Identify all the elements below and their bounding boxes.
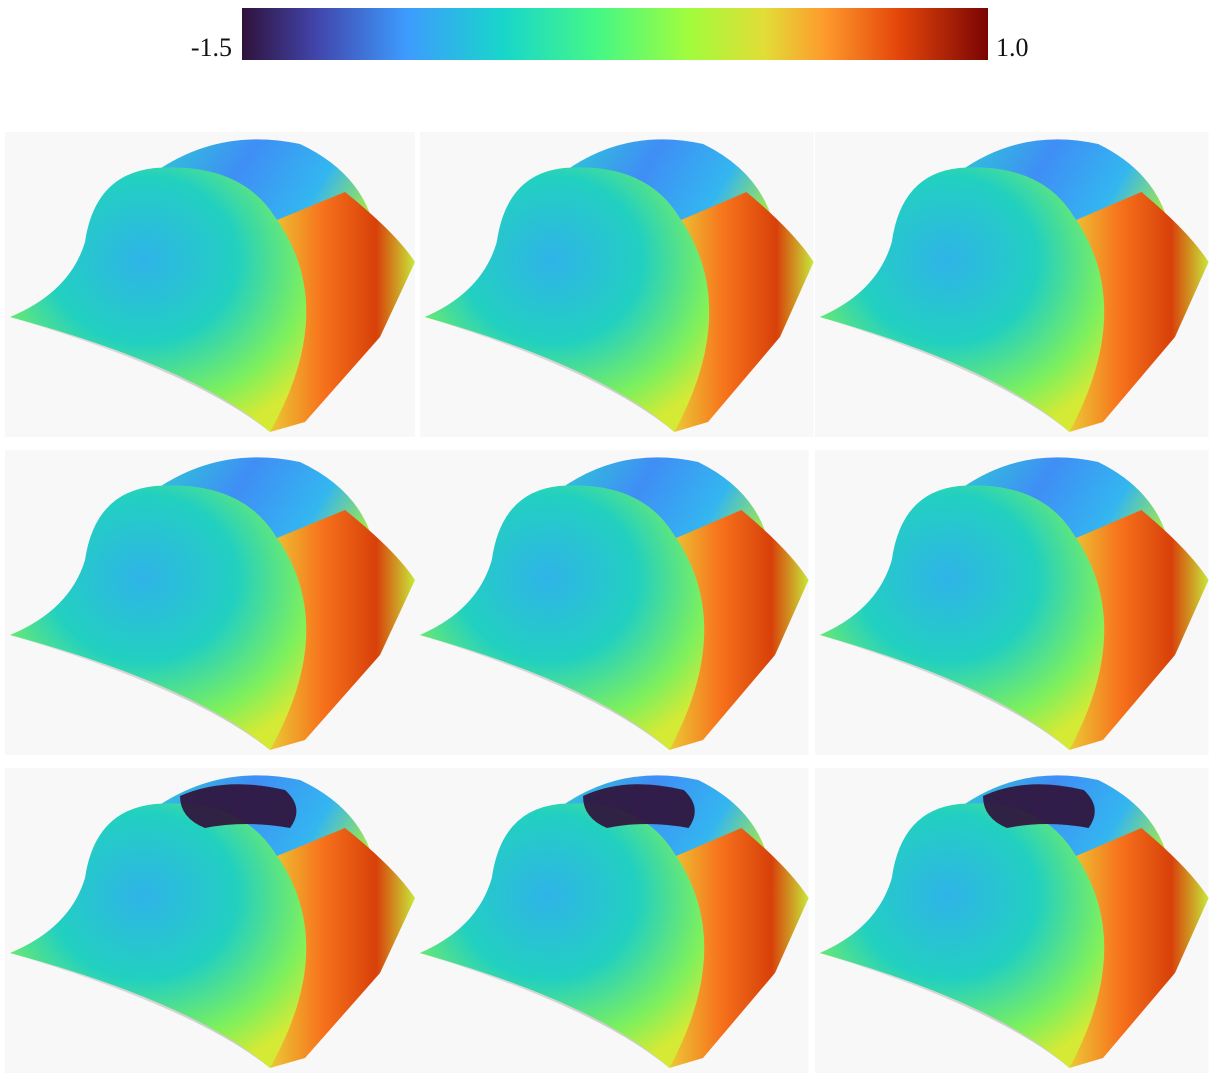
render xyxy=(420,132,814,437)
render xyxy=(415,450,809,755)
colorbar-min-label: -1.5 xyxy=(191,33,232,62)
dark-region xyxy=(983,784,1095,828)
render xyxy=(815,450,1209,755)
colorbar xyxy=(242,8,988,60)
render xyxy=(815,132,1209,437)
dark-region xyxy=(180,784,296,828)
dark-region xyxy=(583,784,695,828)
colorbar-max-label: 1.0 xyxy=(996,33,1029,62)
render xyxy=(5,450,415,755)
render xyxy=(5,132,415,437)
render-grid xyxy=(5,132,1209,1073)
figure: -1.5 1.0 xyxy=(0,0,1211,1075)
